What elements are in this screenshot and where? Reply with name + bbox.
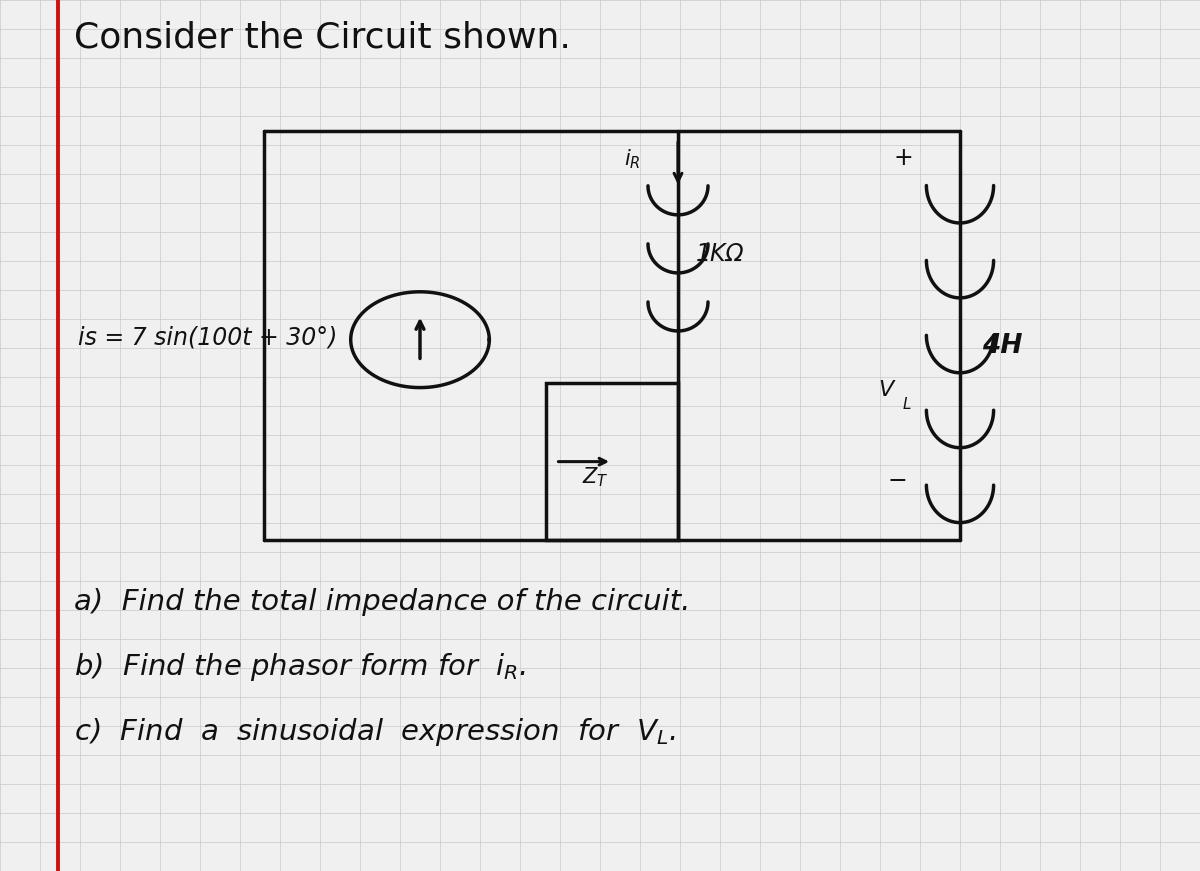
Text: L: L [902,397,911,412]
Text: a)  Find the total impedance of the circuit.: a) Find the total impedance of the circu… [74,588,691,616]
Text: 1KΩ: 1KΩ [696,242,744,267]
Text: b)  Find the phasor form for  $i_R$.: b) Find the phasor form for $i_R$. [74,651,527,683]
Text: Consider the Circuit shown.: Consider the Circuit shown. [74,21,571,55]
Text: c)  Find  a  sinusoidal  expression  for  $V_L$.: c) Find a sinusoidal expression for $V_L… [74,716,676,748]
Text: $i_R$: $i_R$ [624,147,641,171]
Bar [546,383,678,540]
Text: is = 7 sin(100t + 30°): is = 7 sin(100t + 30°) [78,325,337,349]
Text: −: − [888,469,907,493]
Text: V: V [878,381,894,401]
Text: +: + [894,146,913,171]
Text: 4H: 4H [982,333,1022,359]
Text: $Z_T$: $Z_T$ [582,465,608,489]
